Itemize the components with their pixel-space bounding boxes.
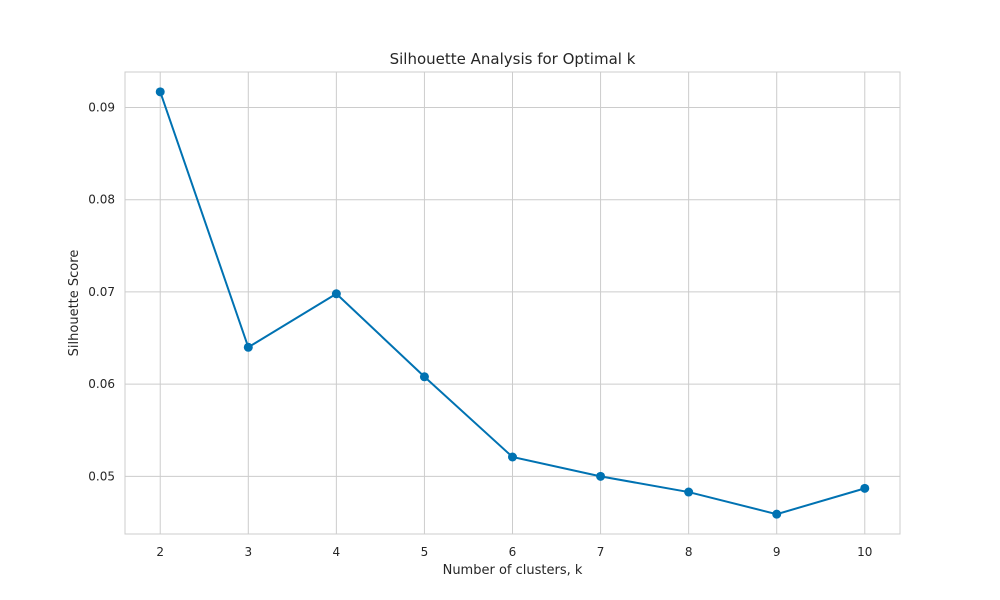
data-point [684, 487, 694, 497]
data-point [331, 289, 341, 299]
x-tick-label: 2 [156, 545, 164, 559]
x-axis-label: Number of clusters, k [443, 563, 583, 578]
y-tick-label: 0.07 [88, 285, 115, 299]
series-layer [155, 87, 870, 519]
x-tick-label: 10 [857, 545, 872, 559]
x-tick-label: 7 [597, 545, 605, 559]
data-point [419, 372, 429, 382]
data-point [155, 87, 165, 97]
y-tick-label: 0.05 [88, 469, 115, 483]
y-tick-label: 0.09 [88, 101, 115, 115]
y-tick-label: 0.08 [88, 193, 115, 207]
chart-title: Silhouette Analysis for Optimal k [390, 50, 636, 68]
y-tick-label: 0.06 [88, 377, 115, 391]
data-point [596, 471, 606, 481]
y-axis-ticks: 0.05 0.06 0.07 0.08 0.09 [88, 101, 115, 484]
x-tick-label: 5 [421, 545, 429, 559]
data-point [508, 452, 517, 462]
data-point [860, 483, 870, 493]
x-tick-label: 4 [333, 545, 341, 559]
x-tick-label: 8 [685, 545, 693, 559]
x-tick-label: 6 [509, 545, 517, 559]
grid [125, 72, 900, 534]
x-axis-ticks: 2 3 4 5 6 7 8 9 10 [156, 545, 872, 559]
y-axis-label: Silhouette Score [67, 250, 82, 357]
x-tick-label: 3 [244, 545, 252, 559]
x-tick-label: 9 [773, 545, 781, 559]
data-point [772, 509, 782, 519]
data-point [243, 342, 253, 352]
